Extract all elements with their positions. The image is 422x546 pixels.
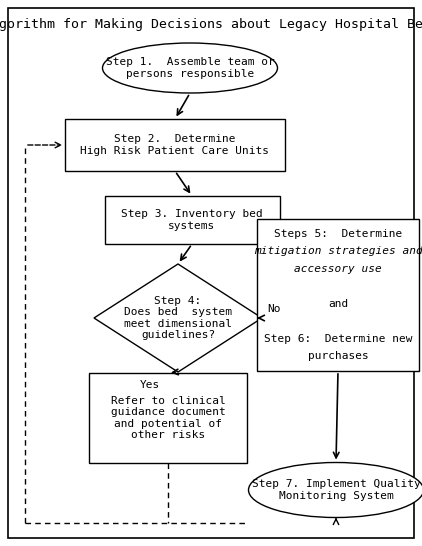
Text: Yes: Yes bbox=[140, 380, 160, 390]
Text: Step 7. Implement Quality
Monitoring System: Step 7. Implement Quality Monitoring Sys… bbox=[252, 479, 420, 501]
Bar bbox=[105, 196, 279, 244]
Text: Algorithm for Making Decisions about Legacy Hospital Beds: Algorithm for Making Decisions about Leg… bbox=[0, 18, 422, 31]
Text: No: No bbox=[267, 304, 281, 314]
Text: Step 2.  Determine
High Risk Patient Care Units: Step 2. Determine High Risk Patient Care… bbox=[81, 134, 270, 156]
Bar bbox=[89, 373, 247, 463]
Text: and: and bbox=[328, 299, 348, 308]
Text: Refer to clinical
guidance document
and potential of
other risks: Refer to clinical guidance document and … bbox=[111, 396, 225, 441]
Bar bbox=[65, 119, 285, 171]
Text: mitigation strategies and: mitigation strategies and bbox=[254, 246, 422, 256]
Text: Step 4:
Does bed  system
meet dimensional
guidelines?: Step 4: Does bed system meet dimensional… bbox=[124, 295, 232, 340]
Polygon shape bbox=[94, 264, 262, 372]
Ellipse shape bbox=[249, 462, 422, 518]
Ellipse shape bbox=[103, 43, 278, 93]
Bar bbox=[257, 219, 419, 371]
Text: purchases: purchases bbox=[308, 351, 368, 361]
Text: Steps 5:  Determine: Steps 5: Determine bbox=[274, 229, 402, 239]
Text: Step 3. Inventory bed
systems: Step 3. Inventory bed systems bbox=[121, 209, 263, 231]
Text: Step 6:  Determine new: Step 6: Determine new bbox=[264, 334, 412, 344]
Text: Step 1.  Assemble team or
persons responsible: Step 1. Assemble team or persons respons… bbox=[106, 57, 274, 79]
Text: accessory use: accessory use bbox=[294, 264, 382, 274]
